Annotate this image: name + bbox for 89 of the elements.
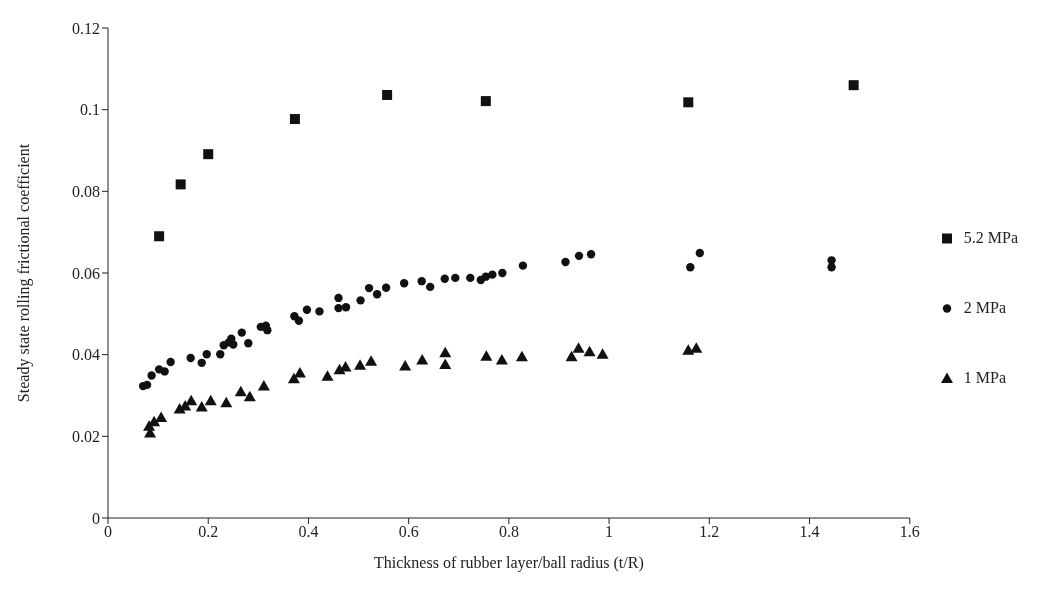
point — [498, 268, 507, 278]
point — [175, 179, 186, 190]
point — [480, 350, 493, 361]
point — [451, 273, 460, 283]
x-tick-label: 0.8 — [498, 523, 519, 541]
point — [147, 371, 156, 380]
point — [197, 358, 206, 368]
point — [565, 350, 578, 362]
point — [356, 296, 365, 305]
y-tick-label: 0.02 — [72, 428, 100, 446]
x-tick-label: 1 — [605, 523, 614, 541]
point — [154, 231, 165, 242]
x-tick-label: 0.2 — [198, 523, 219, 541]
point — [416, 353, 429, 365]
point — [439, 346, 452, 358]
point — [372, 290, 382, 299]
point — [466, 273, 475, 283]
point — [586, 250, 596, 259]
y-tick-label: 0.1 — [80, 101, 100, 119]
point — [234, 385, 247, 397]
point — [381, 283, 391, 292]
point — [155, 411, 168, 423]
point — [583, 345, 596, 357]
point — [690, 342, 703, 353]
y-tick-label: 0.12 — [72, 19, 100, 37]
x-tick-label: 0.6 — [398, 523, 419, 541]
point — [237, 328, 246, 337]
point — [495, 353, 508, 365]
x-tick-label: 1.6 — [899, 523, 920, 541]
point — [334, 303, 343, 313]
point — [364, 283, 374, 293]
point — [382, 89, 393, 100]
point — [572, 342, 585, 353]
point — [354, 359, 367, 370]
point — [399, 360, 412, 371]
legend-label: 1 MPa — [963, 368, 1006, 388]
point — [488, 270, 497, 279]
point — [202, 350, 211, 359]
point — [827, 263, 836, 272]
point — [257, 380, 270, 391]
point — [243, 390, 256, 402]
point — [263, 325, 272, 335]
y-tick-label: 0.06 — [72, 264, 100, 282]
point — [334, 293, 343, 303]
point — [439, 358, 452, 369]
y-tick-label: 0.04 — [72, 346, 100, 364]
point — [166, 357, 175, 367]
point — [315, 307, 324, 316]
x-axis-title: Thickness of rubber layer/ball radius (t/R) — [374, 554, 644, 572]
point — [827, 256, 836, 265]
legend-label: 2 MPa — [963, 298, 1006, 318]
point — [204, 394, 217, 406]
point — [480, 96, 491, 107]
y-tick-label: 0 — [92, 509, 100, 527]
point — [302, 305, 312, 314]
point — [683, 97, 694, 108]
point — [341, 303, 351, 312]
point — [695, 248, 704, 258]
point — [561, 257, 570, 267]
point — [417, 276, 426, 286]
point — [426, 282, 435, 292]
point — [440, 274, 449, 283]
point — [399, 279, 409, 288]
point — [195, 400, 208, 412]
point — [686, 263, 695, 272]
point — [321, 370, 334, 381]
y-axis-title: Steady state rolling frictional coefficient — [14, 143, 33, 403]
point — [365, 355, 378, 366]
x-tick-label: 0.4 — [298, 523, 319, 541]
x-tick-label: 0 — [104, 523, 112, 541]
point — [244, 339, 253, 348]
point — [160, 367, 169, 376]
x-tick-label: 1.4 — [799, 523, 820, 541]
legend-label: 5.2 MPa — [963, 228, 1018, 248]
point — [682, 344, 695, 355]
point — [216, 350, 225, 359]
point — [574, 251, 584, 261]
point — [203, 149, 214, 160]
point — [220, 396, 233, 408]
point — [289, 114, 300, 125]
point — [515, 350, 528, 362]
point — [848, 80, 859, 91]
point — [596, 348, 609, 359]
point — [185, 394, 198, 406]
point — [294, 316, 304, 325]
point — [518, 261, 528, 270]
y-tick-label: 0.08 — [72, 183, 100, 201]
x-tick-label: 1.2 — [699, 523, 720, 541]
point — [186, 353, 195, 363]
